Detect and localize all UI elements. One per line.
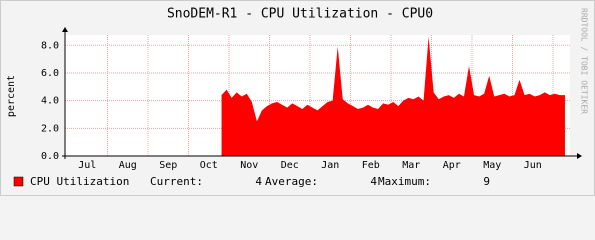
- x-tick-label: Nov: [240, 160, 258, 171]
- x-tick-label: Jul: [78, 160, 96, 171]
- x-tick-label: Jun: [524, 160, 542, 171]
- stat-value: 9: [483, 175, 490, 188]
- y-tick-label: 4.0: [41, 96, 59, 107]
- x-tick-label: Feb: [362, 160, 380, 171]
- y-arrow: [62, 27, 68, 32]
- stat-label: Maximum:: [378, 175, 431, 188]
- legend-label: CPU Utilization: [30, 175, 129, 188]
- chart-title: SnoDEM-R1 - CPU Utilization - CPU0: [167, 7, 433, 22]
- area: [221, 37, 565, 156]
- x-tick-label: Dec: [281, 160, 299, 171]
- x-arrow: [577, 153, 582, 159]
- x-tick-label: Oct: [200, 160, 218, 171]
- y-tick-label: 0.0: [41, 151, 59, 162]
- side-note: RRDTOOL / TOBI OETIKER: [580, 8, 589, 114]
- legend-swatch: [13, 176, 24, 187]
- y-tick-label: 2.0: [41, 123, 59, 134]
- y-tick-label: 8.0: [41, 40, 59, 51]
- y-tick-label: 6.0: [41, 68, 59, 79]
- y-axis-label: percent: [6, 75, 17, 117]
- x-tick-label: Mar: [402, 160, 420, 171]
- x-tick-label: Apr: [443, 160, 461, 171]
- x-tick-label: Jan: [321, 160, 339, 171]
- stat-label: Current:: [150, 175, 203, 188]
- x-tick-label: Sep: [159, 160, 177, 171]
- stat-label: Average:: [265, 175, 318, 188]
- stat-value: 4: [255, 175, 262, 188]
- stat-value: 4: [370, 175, 377, 188]
- chart: SnoDEM-R1 - CPU Utilization - CPU0 RRDTO…: [0, 0, 595, 196]
- x-tick-label: May: [483, 160, 501, 171]
- x-tick-label: Aug: [119, 160, 137, 171]
